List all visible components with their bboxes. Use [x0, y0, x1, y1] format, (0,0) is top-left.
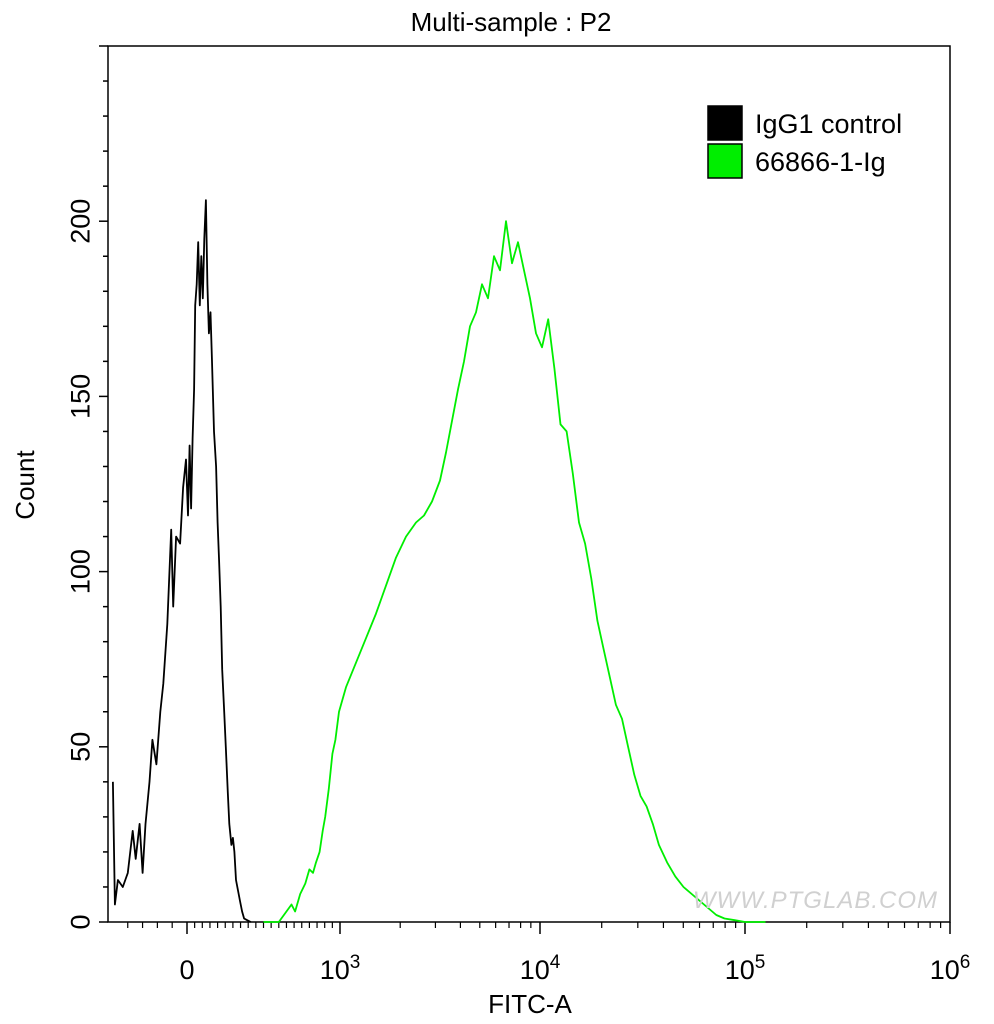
y-tick-label: 50 — [65, 732, 95, 762]
y-tick-label: 150 — [65, 374, 95, 419]
y-axis-label: Count — [10, 450, 40, 520]
axis-ticks: 0 50 100 150 200 0 103 104 105 106 — [65, 45, 971, 985]
legend-label: 66866-1-Ig — [755, 147, 886, 177]
chart-title: Multi-sample : P2 — [411, 7, 612, 37]
x-tick-label: 103 — [320, 952, 361, 985]
legend: IgG1 control 66866-1-Ig — [707, 105, 902, 179]
watermark: WWW.PTGLAB.COM — [693, 887, 938, 914]
legend-swatch — [707, 105, 743, 141]
legend-label: IgG1 control — [755, 109, 902, 139]
x-tick-label: 105 — [725, 952, 766, 985]
series-igg1-control-line — [112, 199, 252, 923]
plot-frame — [107, 45, 951, 923]
x-tick-label: 0 — [179, 955, 194, 985]
series-66866-1-ig-line — [263, 220, 766, 923]
x-axis-label: FITC-A — [488, 989, 572, 1019]
plot-border — [107, 45, 951, 923]
x-tick-label: 104 — [520, 952, 561, 985]
x-tick-label: 106 — [930, 952, 971, 985]
series-layer — [112, 199, 766, 923]
y-tick-label: 0 — [65, 914, 95, 929]
y-tick-label: 100 — [65, 549, 95, 594]
y-tick-label: 200 — [65, 199, 95, 244]
legend-swatch — [707, 143, 743, 179]
